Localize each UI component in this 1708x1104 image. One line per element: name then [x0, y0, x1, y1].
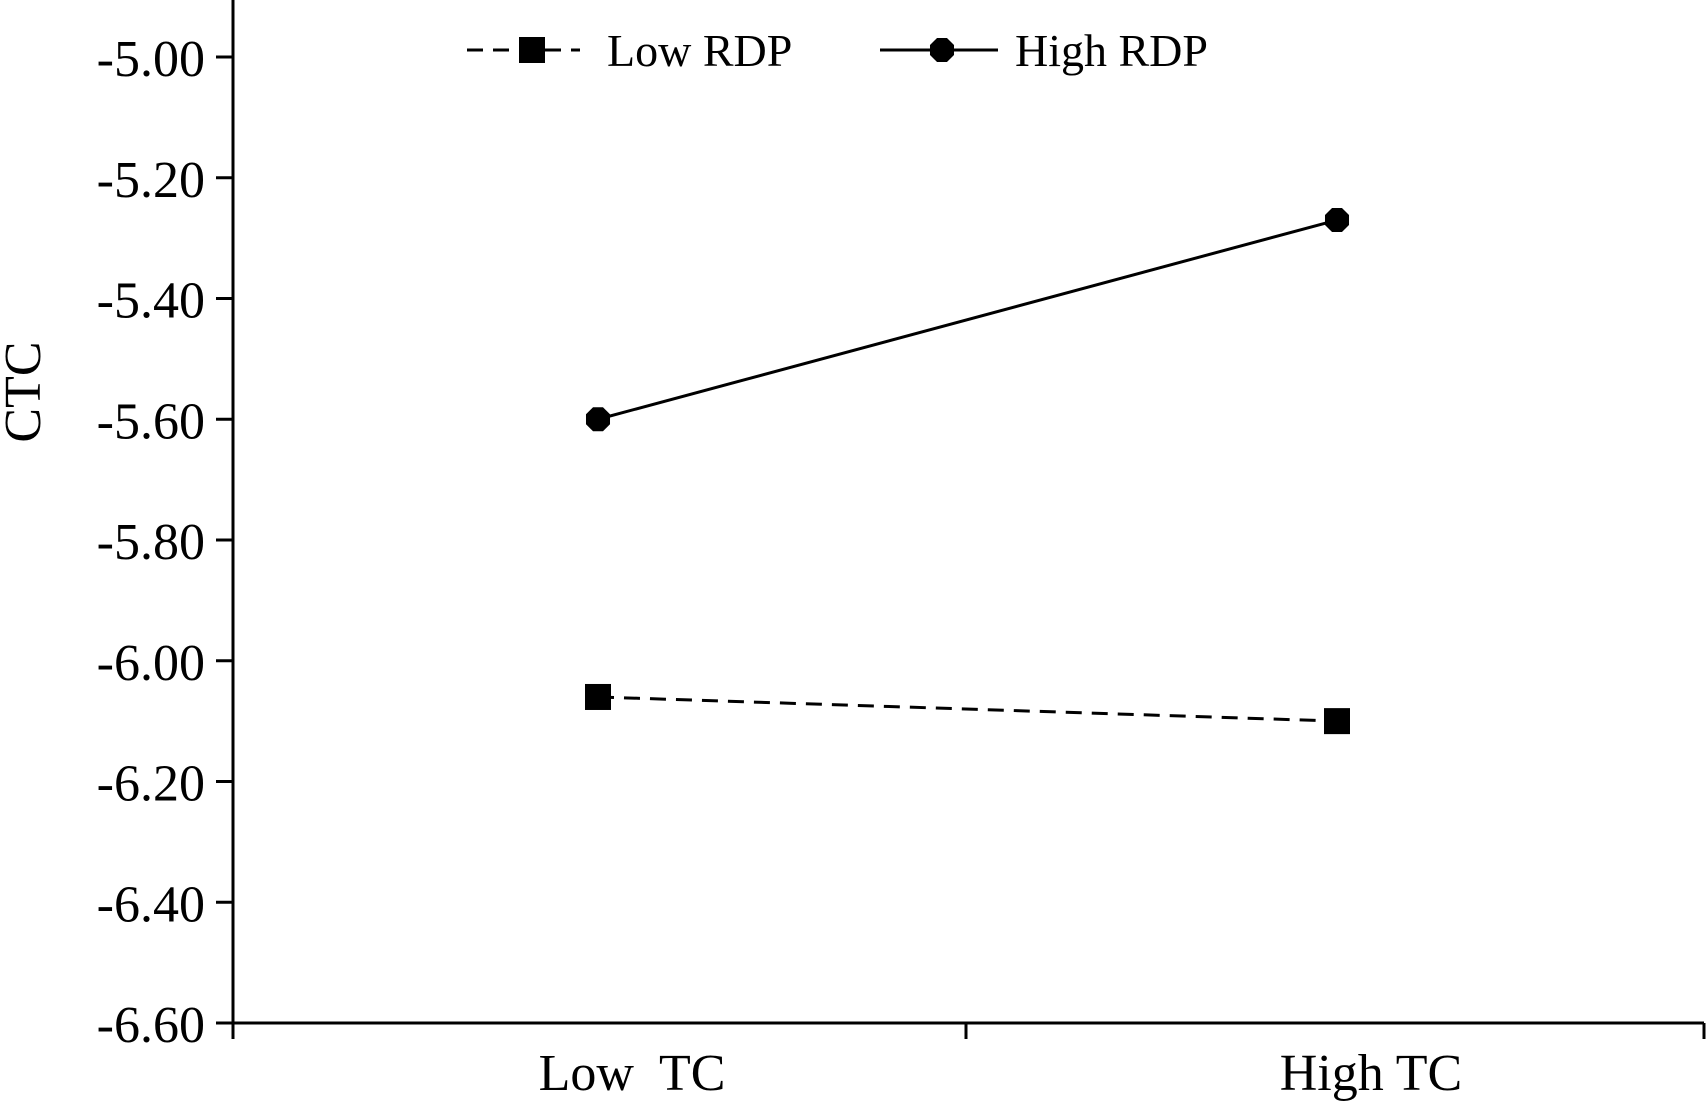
legend-marker-swatch: [519, 37, 545, 63]
x-tick-label: High TC: [1280, 1045, 1463, 1102]
data-point-high-rdp: [585, 407, 611, 432]
series-line-high-rdp: [597, 218, 1338, 421]
data-point-low-rdp: [1324, 708, 1350, 735]
tick-labels: -5.00 -5.20 -5.40 -5.60 -5.80 -6.00 -6.20 -6.40…: [97, 31, 1463, 1102]
axes: [231, 0, 1704, 1025]
y-tick-label: -6.20: [97, 756, 205, 813]
y-tick-label: -5.20: [97, 152, 205, 209]
legend-label: High RDP: [1015, 25, 1208, 76]
x-tick-label: Low TC: [539, 1045, 726, 1102]
legend-item-high-rdp: High RDP: [880, 25, 1208, 76]
series-line-low-rdp: [597, 695, 1338, 723]
legend-item-low-rdp: Low RDP: [467, 25, 792, 76]
legend-label: Low RDP: [607, 25, 792, 76]
data-point-high-rdp: [1324, 208, 1350, 233]
y-tick-label: -6.00: [97, 635, 205, 692]
y-tick-label: -5.00: [97, 31, 205, 88]
y-tick-label: -5.40: [97, 273, 205, 330]
series-lines: [585, 208, 1350, 735]
legend: Low RDP High RDP: [467, 25, 1208, 76]
y-tick-label: -6.60: [97, 997, 205, 1054]
y-tick-label: -5.80: [97, 514, 205, 571]
data-point-low-rdp: [585, 683, 611, 710]
legend-marker-swatch: [929, 37, 955, 63]
y-tick-label: -5.60: [97, 393, 205, 450]
y-tick-label: -6.40: [97, 876, 205, 933]
tick-marks: [216, 55, 1706, 1039]
y-axis-title: CTC: [0, 341, 52, 442]
